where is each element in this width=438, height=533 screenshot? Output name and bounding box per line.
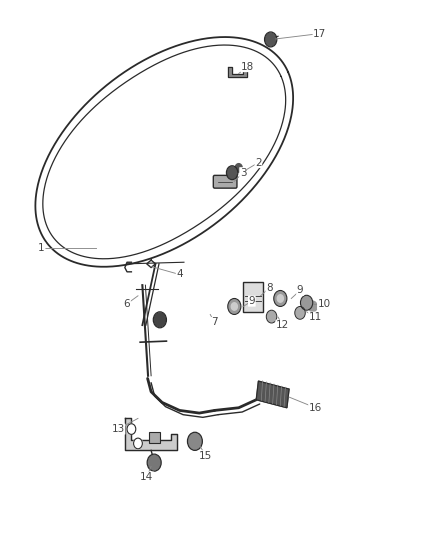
Circle shape	[267, 311, 276, 322]
Text: 7: 7	[211, 318, 218, 327]
Circle shape	[301, 296, 312, 309]
Text: 10: 10	[318, 299, 331, 309]
Text: 6: 6	[124, 299, 131, 309]
Circle shape	[227, 167, 237, 179]
Circle shape	[127, 424, 136, 434]
Text: 17: 17	[313, 29, 326, 38]
Text: 14: 14	[140, 472, 153, 482]
Circle shape	[235, 164, 242, 172]
Circle shape	[308, 301, 317, 312]
Circle shape	[134, 438, 142, 449]
FancyBboxPatch shape	[243, 282, 263, 312]
Text: 16: 16	[309, 403, 322, 413]
Text: 9: 9	[248, 296, 255, 306]
Circle shape	[188, 433, 201, 449]
Text: 9: 9	[297, 286, 304, 295]
Text: 1: 1	[38, 243, 45, 253]
FancyBboxPatch shape	[213, 175, 237, 188]
Text: 11: 11	[309, 312, 322, 322]
Text: 18: 18	[241, 62, 254, 71]
Text: 13: 13	[112, 424, 125, 434]
Text: 8: 8	[266, 283, 273, 293]
Text: 15: 15	[199, 451, 212, 461]
Circle shape	[148, 455, 160, 470]
Text: 12: 12	[276, 320, 289, 330]
Circle shape	[229, 300, 240, 313]
Circle shape	[296, 308, 304, 318]
Polygon shape	[125, 418, 177, 450]
Circle shape	[154, 313, 166, 327]
Circle shape	[231, 303, 237, 310]
Text: 3: 3	[240, 168, 247, 177]
Text: 2: 2	[255, 158, 262, 167]
FancyBboxPatch shape	[149, 432, 160, 443]
Circle shape	[275, 292, 286, 305]
Polygon shape	[256, 381, 289, 408]
Circle shape	[265, 33, 276, 46]
Circle shape	[277, 295, 283, 302]
Polygon shape	[228, 67, 247, 77]
Text: 4: 4	[176, 270, 183, 279]
